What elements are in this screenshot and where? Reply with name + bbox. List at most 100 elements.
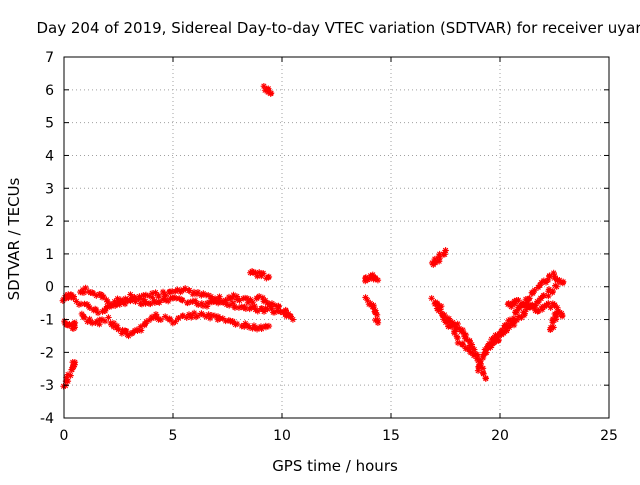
data-point bbox=[515, 297, 522, 304]
data-point bbox=[459, 326, 467, 334]
data-point bbox=[65, 294, 72, 301]
data-point bbox=[183, 314, 190, 321]
data-point bbox=[68, 293, 75, 301]
data-point bbox=[226, 296, 234, 303]
data-point bbox=[243, 295, 251, 302]
data-point bbox=[250, 268, 257, 276]
data-point bbox=[148, 290, 156, 297]
data-point bbox=[287, 313, 295, 320]
data-point bbox=[271, 309, 278, 316]
data-point bbox=[147, 300, 154, 308]
data-point bbox=[89, 290, 97, 297]
data-point bbox=[241, 323, 248, 330]
data-point bbox=[152, 289, 159, 296]
data-point bbox=[362, 294, 369, 301]
data-point bbox=[441, 251, 448, 258]
data-point bbox=[230, 291, 237, 299]
data-point bbox=[195, 301, 202, 309]
data-point bbox=[531, 304, 538, 311]
data-point bbox=[141, 321, 148, 329]
data-point bbox=[250, 322, 258, 329]
data-point bbox=[257, 323, 265, 330]
data-point bbox=[254, 308, 261, 315]
data-point bbox=[184, 299, 191, 307]
data-point bbox=[156, 299, 163, 306]
data-point bbox=[251, 302, 258, 310]
data-point bbox=[172, 318, 179, 325]
data-point bbox=[103, 296, 110, 304]
data-point bbox=[70, 293, 78, 300]
data-point bbox=[436, 254, 443, 262]
data-point bbox=[93, 306, 100, 314]
data-point bbox=[179, 312, 186, 320]
data-point bbox=[73, 298, 80, 305]
data-point bbox=[208, 311, 215, 319]
data-point bbox=[149, 294, 156, 301]
data-point bbox=[86, 315, 93, 323]
data-point bbox=[481, 346, 489, 353]
data-point bbox=[199, 302, 207, 310]
data-point bbox=[474, 367, 482, 374]
data-point bbox=[506, 324, 513, 331]
data-point bbox=[253, 295, 260, 302]
data-point bbox=[213, 298, 220, 306]
data-point bbox=[186, 287, 193, 294]
data-point bbox=[67, 372, 74, 379]
data-point bbox=[62, 382, 69, 389]
data-point bbox=[364, 297, 371, 304]
data-point bbox=[263, 275, 270, 282]
data-point bbox=[479, 352, 487, 360]
data-point bbox=[225, 317, 233, 324]
data-point bbox=[231, 304, 239, 311]
data-point bbox=[560, 278, 567, 286]
data-point bbox=[137, 323, 144, 330]
data-point bbox=[463, 344, 471, 352]
data-point bbox=[497, 330, 504, 338]
data-point bbox=[145, 317, 153, 324]
data-point bbox=[440, 316, 447, 323]
y-tick-label: 3 bbox=[45, 181, 54, 197]
y-tick-label: -1 bbox=[40, 313, 54, 329]
data-point bbox=[66, 321, 73, 328]
data-point bbox=[271, 302, 279, 309]
data-point bbox=[474, 352, 482, 360]
data-point bbox=[152, 311, 160, 318]
data-points bbox=[59, 82, 567, 390]
x-tick-label: 25 bbox=[600, 428, 618, 444]
data-point bbox=[264, 88, 272, 96]
data-point bbox=[105, 314, 112, 321]
data-point bbox=[79, 286, 87, 294]
y-axis-label: SDTVAR / TECUs bbox=[5, 177, 23, 300]
data-point bbox=[551, 274, 558, 282]
data-point bbox=[171, 294, 178, 301]
data-point bbox=[205, 311, 212, 318]
data-point bbox=[110, 319, 118, 327]
data-point bbox=[545, 300, 552, 307]
data-point bbox=[194, 288, 202, 296]
data-point bbox=[520, 311, 528, 319]
data-point bbox=[64, 378, 72, 385]
data-point bbox=[467, 349, 475, 356]
data-point bbox=[459, 341, 467, 349]
data-point bbox=[289, 316, 297, 323]
data-point bbox=[219, 299, 227, 306]
data-point bbox=[249, 299, 256, 306]
data-point bbox=[525, 303, 533, 310]
data-point bbox=[98, 316, 106, 323]
data-point bbox=[370, 303, 377, 311]
data-point bbox=[453, 324, 460, 332]
data-point bbox=[495, 336, 502, 344]
data-point bbox=[142, 291, 150, 299]
data-point bbox=[515, 313, 523, 320]
data-point bbox=[549, 287, 557, 295]
data-point bbox=[435, 307, 442, 314]
data-point bbox=[135, 295, 142, 303]
data-point bbox=[442, 319, 449, 326]
data-point bbox=[255, 293, 263, 300]
data-point bbox=[148, 313, 156, 321]
data-point bbox=[268, 300, 276, 307]
data-point bbox=[550, 324, 557, 331]
data-point bbox=[558, 313, 566, 320]
data-point bbox=[518, 314, 525, 321]
